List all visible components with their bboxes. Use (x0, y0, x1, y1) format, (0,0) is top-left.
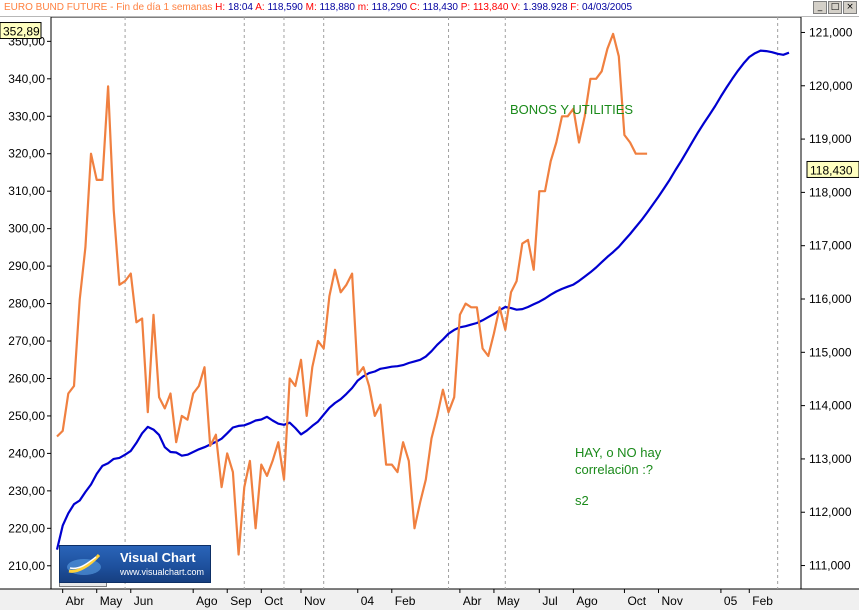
right-axis-label-6: 117,000 (809, 239, 852, 253)
time-axis-label-7: 04 (361, 594, 375, 608)
title-part-5: M: (302, 2, 320, 13)
left-badge-value: 352,89 (3, 25, 40, 39)
left-axis-label-10: 310,00 (8, 184, 45, 198)
left-axis-label-13: 340,00 (8, 72, 45, 86)
title-part-15: F: (567, 2, 582, 13)
blue-series-line (55, 49, 790, 550)
logo-title: Visual Chart (120, 550, 196, 565)
left-axis-label-12: 330,00 (8, 109, 45, 123)
time-axis-label-9: Abr (463, 594, 482, 608)
right-axis-label-10: 121,000 (809, 25, 853, 39)
left-axis-label-3: 240,00 (8, 446, 45, 460)
minimize-button[interactable]: _ (813, 1, 827, 14)
left-axis-label-5: 260,00 (8, 371, 45, 385)
right-axis-label-4: 115,000 (809, 345, 852, 359)
maximize-button[interactable]: □ (828, 1, 842, 14)
right-axis-label-0: 111,000 (809, 559, 851, 573)
title-part-1: H: (212, 2, 228, 13)
logo-url: www.visualchart.com (120, 567, 205, 577)
time-axis-band (0, 589, 859, 610)
title-part-12: 113,840 (472, 2, 509, 13)
chart-annotation-1: HAY, o NO hay (575, 445, 662, 460)
logo-swoosh-icon (67, 553, 101, 575)
right-badge-value: 118,430 (810, 163, 853, 177)
time-axis-label-10: May (497, 594, 520, 608)
time-axis-label-1: May (100, 594, 123, 608)
time-axis-label-11: Jul (542, 594, 557, 608)
time-axis-label-0: Abr (66, 594, 85, 608)
title-part-11: P: (457, 2, 473, 13)
right-axis-label-8: 119,000 (809, 132, 852, 146)
time-axis-label-13: Oct (627, 594, 646, 608)
time-axis-label-6: Nov (304, 594, 325, 608)
title-part-8: 118,290 (371, 2, 407, 13)
orange-series-line (56, 32, 648, 556)
right-current-value-badge: 118,430 (806, 160, 859, 178)
window-controls: _ □ × (813, 1, 857, 14)
close-button[interactable]: × (843, 1, 857, 14)
left-axis-label-6: 270,00 (8, 334, 45, 348)
left-axis-label-0: 210,00 (8, 559, 45, 573)
left-axis-label-11: 320,00 (8, 147, 45, 161)
visual-chart-logo[interactable]: Visual Chart www.visualchart.com (59, 545, 211, 583)
right-badge-box (806, 160, 859, 178)
title-part-0: EURO BUND FUTURE - Fin de día 1 semanas (4, 2, 213, 13)
left-axis-label-7: 280,00 (8, 297, 45, 311)
right-axis-label-7: 118,000 (809, 185, 852, 199)
title-part-3: A: (252, 2, 268, 13)
title-part-2: 18:04 (227, 2, 253, 13)
time-axis-label-4: Sep (230, 594, 252, 608)
chart-annotation-3: s2 (575, 493, 589, 508)
time-axis-label-14: Nov (661, 594, 682, 608)
right-axis-label-3: 114,000 (809, 399, 852, 413)
chart-title-bar: EURO BUND FUTURE - Fin de día 1 semanas … (0, 0, 859, 17)
title-part-10: 118,430 (422, 2, 458, 13)
right-axis-label-2: 113,000 (809, 452, 852, 466)
time-axis-label-16: Feb (752, 594, 773, 608)
chart-annotation-0: BONOS Y UTILITIES (510, 102, 633, 117)
title-part-7: m: (354, 2, 372, 13)
time-axis-label-15: 05 (724, 594, 738, 608)
left-badge-box (0, 22, 42, 40)
time-axis-label-5: Oct (264, 594, 283, 608)
logo-strip (59, 583, 107, 587)
title-part-6: 118,880 (319, 2, 355, 13)
chart-annotation-2: correlaci0n :? (575, 462, 653, 477)
left-axis-label-1: 220,00 (8, 521, 45, 535)
right-axis-label-1: 112,000 (809, 505, 852, 519)
title-part-16: 04/03/2005 (581, 2, 633, 13)
title-part-4: 118,590 (267, 2, 303, 13)
left-axis-label-4: 250,00 (8, 409, 45, 423)
chart-title: EURO BUND FUTURE - Fin de día 1 semanas … (4, 2, 632, 13)
time-axis-label-12: Ago (576, 594, 598, 608)
title-part-13: V: (508, 2, 524, 13)
left-axis-label-9: 300,00 (8, 222, 45, 236)
title-part-14: 1.398.928 (523, 2, 568, 13)
left-axis-label-2: 230,00 (8, 484, 45, 498)
time-axis-label-3: Ago (196, 594, 218, 608)
left-axis-label-8: 290,00 (8, 259, 45, 273)
right-axis-label-9: 120,000 (809, 79, 853, 93)
right-axis-label-5: 116,000 (809, 292, 852, 306)
title-part-9: C: (407, 2, 423, 13)
time-axis-label-2: Jun (134, 594, 153, 608)
time-axis-label-8: Feb (395, 594, 416, 608)
left-current-value-badge: 352,89 (0, 22, 42, 40)
